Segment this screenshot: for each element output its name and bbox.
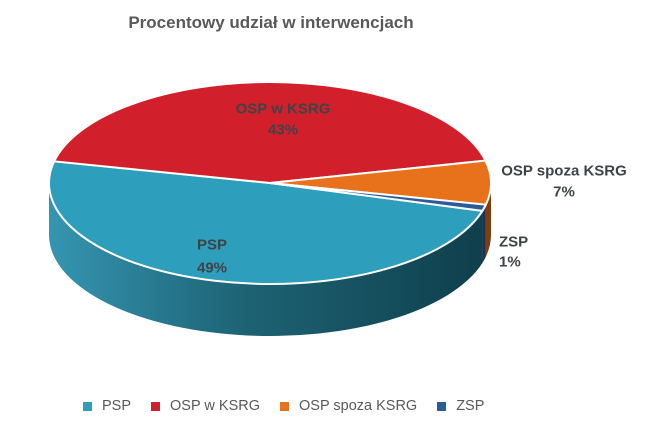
pie-rim-psp [49, 183, 483, 337]
pie-slice-osp-w-ksrg [53, 81, 487, 184]
legend-item-osp-spoza-ksrg: OSP spoza KSRG [280, 398, 417, 414]
slice-value-psp: 49% [196, 259, 228, 277]
chart-title: Procentowy udział w interwencjach [128, 13, 414, 32]
legend-swatch-zsp [437, 401, 447, 411]
legend-swatch-osp-w-ksrg [151, 401, 161, 411]
legend-label-osp-spoza-ksrg: OSP spoza KSRG [299, 398, 418, 414]
slice-value-zsp: 1% [499, 253, 521, 271]
legend-item-psp: PSP [83, 398, 131, 414]
slice-value-osp-spoza-ksrg: 7% [553, 183, 575, 201]
legend-label-psp: PSP [102, 398, 132, 414]
legend-swatch-osp-spoza-ksrg [280, 401, 289, 411]
legend-swatch-psp [83, 401, 92, 411]
slice-label-zsp: ZSP [499, 233, 529, 251]
legend: PSP OSP w KSRG OSP spoza KSRG ZSP [83, 397, 484, 415]
pie-rim-zsp [482, 204, 486, 263]
slice-label-osp-w-ksrg: OSP w KSRG [235, 100, 331, 118]
legend-item-zsp: ZSP [437, 398, 484, 414]
legend-item-osp-w-ksrg: OSP w KSRG [151, 398, 260, 414]
slice-value-osp-w-ksrg: 43% [267, 121, 299, 139]
slice-label-osp-spoza-ksrg: OSP spoza KSRG [501, 162, 627, 180]
pie-slice-psp [48, 160, 484, 285]
legend-label-zsp: ZSP [456, 398, 485, 414]
pie-slice-zsp [269, 182, 487, 212]
pie-rim-osp-spoza-ksrg [485, 183, 491, 257]
legend-label-osp-w-ksrg: OSP w KSRG [170, 398, 260, 414]
slice-label-psp: PSP [196, 236, 228, 254]
